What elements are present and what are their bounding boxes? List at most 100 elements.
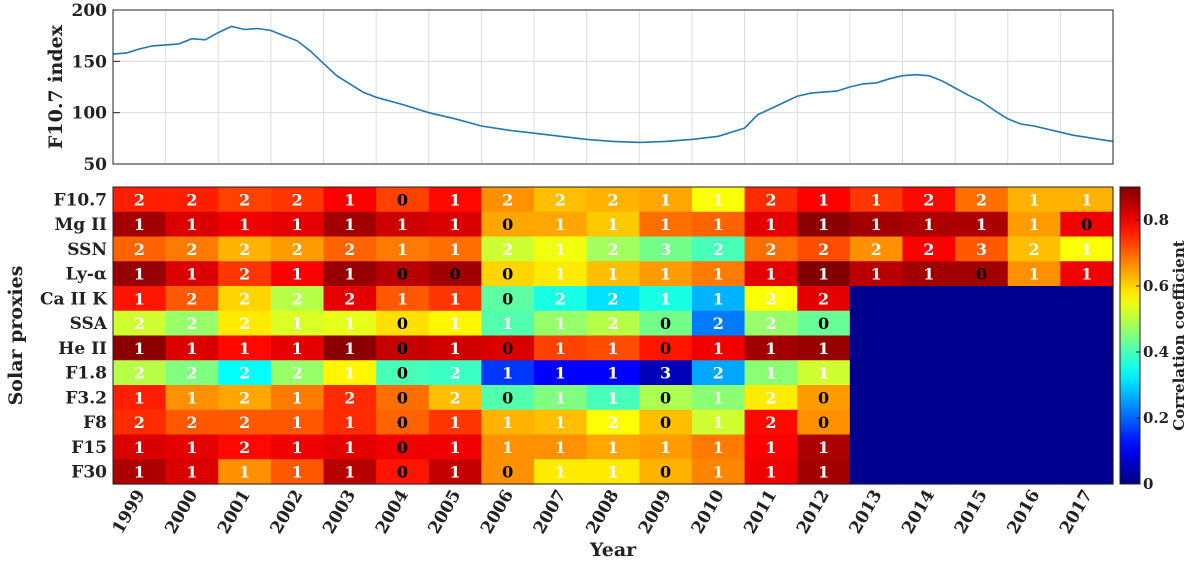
heatmap-cell [534, 286, 588, 312]
heatmap-cell [586, 310, 640, 337]
heatmap-cell [165, 385, 219, 411]
heatmap-cell [481, 434, 535, 460]
heatmap-cell [586, 187, 640, 213]
heatmap-cell-label: 1 [292, 265, 303, 284]
heatmap-cell-label: 0 [660, 388, 671, 407]
heatmap-cell-label: 2 [607, 190, 618, 209]
heatmap-cell [113, 409, 167, 436]
colorbar-ticks: 0 0.2 0.4 0.6 0.8 [1136, 211, 1169, 493]
heatmap-cell-label: 1 [186, 265, 197, 284]
heatmap-cell [218, 236, 272, 262]
heatmap-cell [586, 459, 640, 485]
heatmap-cell-label: 0 [397, 364, 408, 383]
heatmap-cell-label: 1 [555, 438, 566, 457]
heatmap-cell [534, 211, 588, 238]
heatmap-cell [323, 211, 377, 238]
heatmap-cell [270, 261, 325, 287]
heatmap-cell [955, 211, 1009, 238]
heatmap-cell [797, 211, 851, 238]
heatmap-cell [376, 459, 430, 485]
heatmap-cell [323, 434, 377, 460]
heatmap-cell [113, 236, 167, 262]
heatmap-cell [955, 434, 1009, 460]
f107-line-chart: 50 100 150 200 F10.7 index [45, 1, 1114, 175]
heatmap-cell-label: 1 [1081, 265, 1092, 284]
heatmap-cell-label: 2 [239, 438, 250, 457]
heatmap-x-tick-label: 2001 [214, 487, 255, 538]
heatmap-y-axis-label: Solar proxies [5, 266, 27, 406]
heatmap-cell-label: 1 [344, 413, 355, 432]
heatmap-cell [1007, 187, 1061, 213]
heatmap-cell-label: 1 [186, 463, 197, 482]
heatmap-cell [639, 434, 693, 460]
heatmap-cell [1007, 434, 1061, 460]
heatmap-cell [113, 261, 167, 287]
heatmap-cell-label: 1 [134, 265, 145, 284]
heatmap-cell [1060, 335, 1114, 361]
heatmap-cell-label: 1 [397, 215, 408, 234]
heatmap-cell [428, 360, 483, 386]
heatmap-cell-label: 1 [1028, 190, 1039, 209]
heatmap-cell [955, 187, 1009, 213]
heatmap-cell [955, 459, 1009, 485]
heatmap-cell [955, 310, 1009, 337]
heatmap-cell [534, 187, 588, 213]
heatmap-cell-label: 1 [292, 215, 303, 234]
heatmap-cell [639, 310, 693, 337]
heatmap-cell [323, 310, 377, 337]
heatmap-cell-label: 1 [239, 339, 250, 358]
heatmap-cell [534, 409, 588, 436]
heatmap-cell [270, 409, 325, 436]
heatmap-cell [376, 236, 430, 262]
heatmap-cell-label: 2 [713, 314, 724, 333]
heatmap-y-tick-label: F8 [83, 413, 107, 433]
heatmap-x-tick-label: 2010 [688, 486, 729, 537]
heatmap-cell [481, 286, 535, 312]
heatmap-cell [165, 360, 219, 386]
heatmap-cell-label: 1 [765, 339, 776, 358]
heatmap-cell [428, 409, 483, 436]
heatmap-cell [376, 360, 430, 386]
heatmap-x-tick-label: 2002 [267, 487, 308, 538]
heatmap-cell-label: 3 [976, 240, 987, 259]
heatmap-x-tick-label: 2011 [740, 487, 781, 538]
colorbar-tick-label: 0.2 [1143, 409, 1169, 427]
heatmap-cells [113, 187, 1114, 485]
heatmap-cell [481, 409, 535, 436]
heatmap-y-tick-label: F30 [71, 463, 107, 483]
heatmap-cell [218, 211, 272, 238]
heatmap-cell-label: 1 [660, 190, 671, 209]
heatmap-cell-label: 2 [239, 364, 250, 383]
top-y-tick-label: 200 [72, 1, 108, 21]
heatmap-cell [691, 335, 746, 361]
heatmap-cell [428, 335, 483, 361]
heatmap-cell-label: 2 [765, 413, 776, 432]
heatmap-cell [955, 335, 1009, 361]
heatmap-cell-label: 2 [239, 190, 250, 209]
heatmap-cell [218, 434, 272, 460]
heatmap-cell [534, 310, 588, 337]
top-y-tick-label: 100 [72, 104, 108, 124]
heatmap-cell [113, 335, 167, 361]
heatmap-y-tick-label: F1.8 [65, 364, 107, 384]
heatmap-cell [428, 236, 483, 262]
heatmap-cell-label: 1 [765, 265, 776, 284]
heatmap-cell [165, 434, 219, 460]
heatmap-cell-label: 1 [186, 339, 197, 358]
heatmap-cell [376, 286, 430, 312]
heatmap-cell-label: 1 [292, 388, 303, 407]
heatmap-cell [1060, 211, 1114, 238]
heatmap-cell-label: 1 [607, 388, 618, 407]
heatmap-cell [323, 409, 377, 436]
heatmap-cell-label: 1 [186, 215, 197, 234]
heatmap-x-tick-label: 2015 [951, 487, 992, 538]
heatmap-cell [218, 409, 272, 436]
heatmap-cell-label: 1 [239, 463, 250, 482]
heatmap-cell-label: 1 [607, 438, 618, 457]
heatmap-cell [902, 211, 956, 238]
heatmap-cell [955, 385, 1009, 411]
heatmap-cell [902, 360, 956, 386]
colorbar-tick-label: 0.6 [1143, 277, 1169, 295]
top-grid [112, 9, 1114, 165]
colorbar-gradient [1119, 186, 1141, 485]
